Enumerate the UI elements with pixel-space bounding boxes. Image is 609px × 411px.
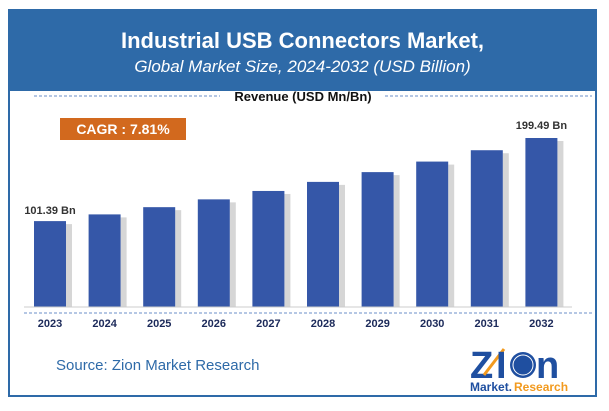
bar-2026 — [197, 199, 230, 307]
x-tick-label: 2031 — [475, 318, 499, 330]
x-tick-label: 2032 — [529, 318, 553, 330]
bar-2032 — [525, 138, 558, 307]
bar-2030 — [416, 161, 449, 307]
bar-2025 — [143, 207, 176, 307]
svg-text:n: n — [536, 345, 559, 387]
svg-text:I: I — [496, 345, 507, 387]
x-tick-label: 2026 — [202, 318, 226, 330]
bar-shadow — [393, 175, 400, 307]
chart-frame: Industrial USB Connectors Market, Global… — [8, 9, 597, 397]
bar-2024 — [88, 214, 121, 307]
zion-logo: Z I n Market. Research — [470, 345, 568, 394]
svg-text:Market.: Market. — [470, 380, 512, 394]
x-tick-label: 2025 — [147, 318, 171, 330]
cagr-text: CAGR : 7.81% — [76, 121, 170, 137]
bar-2027 — [252, 190, 285, 307]
chart-title: Industrial USB Connectors Market, — [120, 28, 485, 53]
x-tick-label: 2028 — [311, 318, 335, 330]
bar-shadow — [175, 210, 182, 307]
bar-2031 — [470, 150, 503, 307]
bar-shadow — [502, 153, 509, 307]
svg-text:Z: Z — [470, 345, 493, 387]
x-tick-label: 2029 — [365, 318, 389, 330]
bar-shadow — [66, 224, 72, 307]
source-note: Source: Zion Market Research — [56, 357, 260, 374]
x-tick-label: 2027 — [256, 318, 280, 330]
bar-2023 — [34, 221, 66, 307]
y-axis-label: Revenue (USD Mn/Bn) — [234, 89, 371, 104]
chart-subtitle: Global Market Size, 2024-2032 (USD Billi… — [134, 57, 471, 76]
bar-shadow — [229, 202, 236, 307]
x-tick-label: 2030 — [420, 318, 444, 330]
cagr-badge — [60, 118, 186, 140]
bar-shadow — [448, 164, 455, 307]
data-label-first: 101.39 Bn — [24, 205, 76, 217]
bar-shadow — [284, 193, 291, 307]
bar-2029 — [361, 172, 394, 307]
bar-shadow — [339, 184, 345, 307]
x-tick-label: 2023 — [38, 318, 62, 330]
x-tick-label: 2024 — [92, 318, 117, 330]
bar-shadow — [120, 217, 127, 307]
bar-shadow — [557, 141, 564, 307]
data-label-last: 199.49 Bn — [516, 120, 568, 132]
svg-text:Research: Research — [514, 380, 568, 394]
header: Industrial USB Connectors Market, Global… — [10, 11, 595, 91]
bar-2028 — [307, 181, 339, 307]
